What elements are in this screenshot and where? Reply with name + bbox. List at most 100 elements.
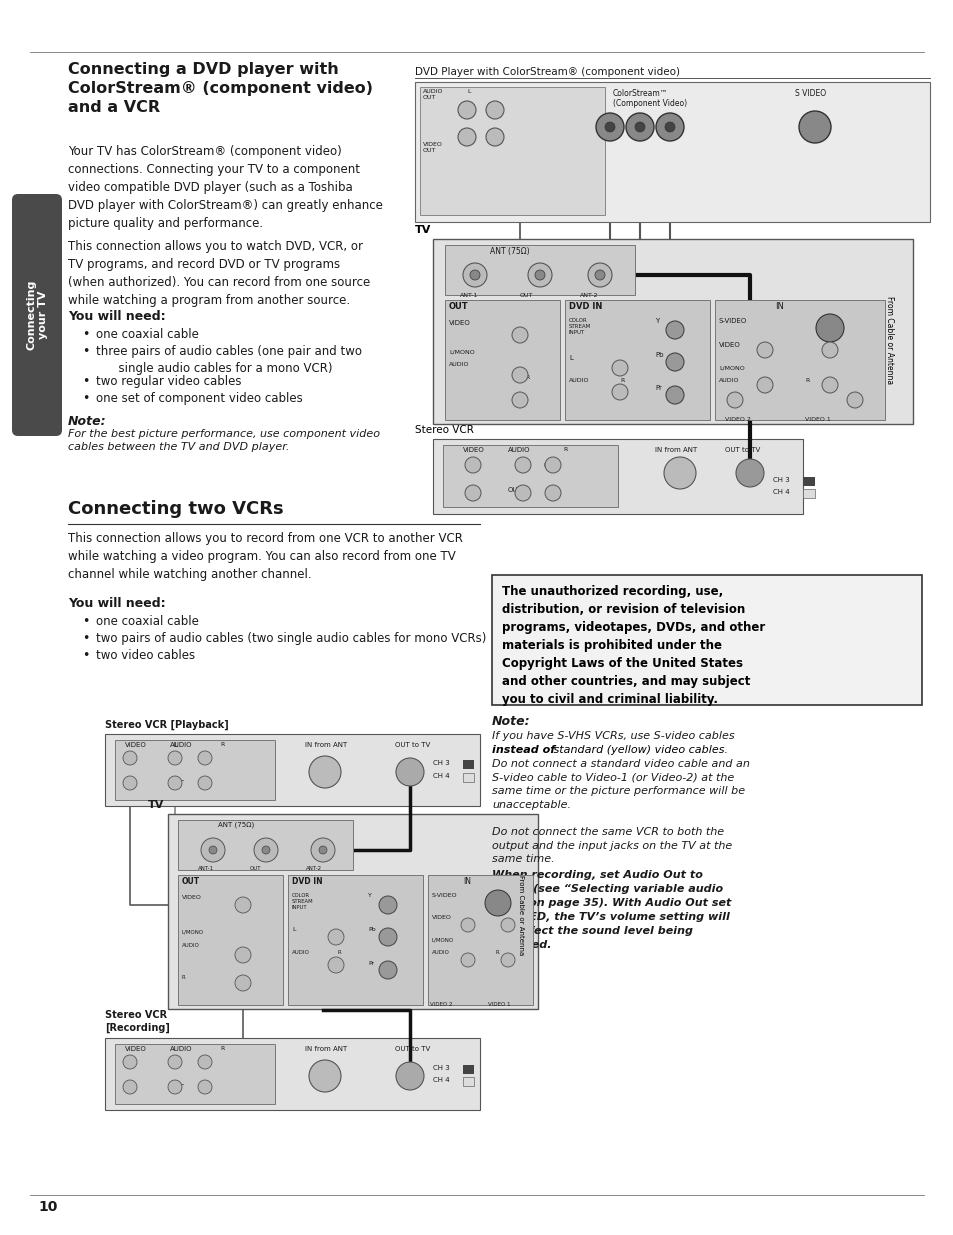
Bar [433, 240, 912, 424]
Text: R: R [220, 742, 224, 747]
Circle shape [757, 342, 772, 358]
Circle shape [328, 957, 344, 973]
Text: OUT to TV: OUT to TV [724, 447, 760, 453]
Text: This connection allows you to record from one VCR to another VCR
while watching : This connection allows you to record fro… [68, 532, 462, 580]
Circle shape [460, 953, 475, 967]
Text: VIDEO: VIDEO [432, 915, 452, 920]
Circle shape [527, 263, 552, 287]
Text: The unauthorized recording, use,
distribution, or revision of television
program: The unauthorized recording, use, distrib… [501, 585, 764, 706]
Text: VIDEO: VIDEO [449, 320, 470, 326]
Text: Connecting a DVD player with
ColorStream® (component video)
and a VCR: Connecting a DVD player with ColorStream… [68, 62, 373, 115]
Text: Pb: Pb [655, 352, 662, 358]
Text: For the best picture performance, use component video
cables between the TV and : For the best picture performance, use co… [68, 429, 379, 452]
Circle shape [234, 897, 251, 913]
Text: ANT (75Ω): ANT (75Ω) [218, 823, 254, 829]
Circle shape [485, 101, 503, 119]
Text: two video cables: two video cables [96, 650, 195, 662]
Bar [18, 200, 56, 430]
Bar [115, 740, 274, 800]
Text: S-VIDEO: S-VIDEO [719, 317, 746, 324]
Text: AUDIO: AUDIO [432, 950, 450, 955]
Bar [415, 82, 929, 222]
Text: VIDEO: VIDEO [719, 342, 740, 348]
Text: L: L [292, 927, 295, 932]
Circle shape [311, 839, 335, 862]
Circle shape [664, 122, 675, 132]
Bar [462, 1065, 474, 1074]
Text: Pr: Pr [655, 385, 661, 391]
Text: R: R [804, 378, 808, 383]
Text: two regular video cables: two regular video cables [96, 375, 241, 388]
Text: VIDEO 2: VIDEO 2 [430, 1002, 452, 1007]
Text: two pairs of audio cables (two single audio cables for mono VCRs): two pairs of audio cables (two single au… [96, 632, 486, 645]
Bar [433, 438, 802, 514]
Circle shape [656, 112, 683, 141]
Circle shape [198, 1079, 212, 1094]
Bar [442, 445, 618, 508]
Text: L/MONO: L/MONO [719, 366, 744, 370]
Text: ColorStream™
(Component Video): ColorStream™ (Component Video) [613, 89, 686, 109]
Circle shape [395, 758, 423, 785]
Circle shape [201, 839, 225, 862]
Bar [802, 477, 814, 487]
Bar [564, 300, 709, 420]
Circle shape [168, 776, 182, 790]
Text: TV: TV [148, 800, 164, 810]
Text: COLOR
STREAM
INPUT: COLOR STREAM INPUT [568, 317, 591, 335]
Text: Y: Y [368, 893, 372, 898]
Text: IN: IN [200, 1060, 207, 1065]
Text: CH 4: CH 4 [772, 489, 789, 495]
Circle shape [665, 353, 683, 370]
Bar [462, 773, 474, 782]
Text: DVD IN: DVD IN [568, 303, 601, 311]
Text: Pr: Pr [368, 961, 374, 966]
Text: Y: Y [655, 317, 659, 324]
Circle shape [378, 961, 396, 979]
Text: •: • [82, 650, 90, 662]
Text: IN from ANT: IN from ANT [305, 742, 347, 748]
Text: CH 4: CH 4 [433, 773, 449, 779]
Text: IN: IN [542, 463, 549, 468]
Circle shape [587, 263, 612, 287]
Text: Note:: Note: [68, 415, 107, 429]
Text: R: R [619, 378, 623, 383]
Text: IN from ANT: IN from ANT [655, 447, 697, 453]
Circle shape [234, 974, 251, 990]
Text: OUT: OUT [519, 293, 533, 298]
Bar [492, 576, 921, 705]
Text: L: L [170, 742, 178, 748]
Bar [105, 734, 479, 806]
Text: IN: IN [200, 755, 207, 760]
Text: CH 3: CH 3 [433, 760, 449, 766]
Text: Your TV has ColorStream® (component video)
connections. Connecting your TV to a : Your TV has ColorStream® (component vide… [68, 144, 382, 230]
Circle shape [500, 953, 515, 967]
Circle shape [604, 122, 615, 132]
Text: Do not connect a standard video cable and an
S-video cable to Video-1 (or Video-: Do not connect a standard video cable an… [492, 760, 749, 864]
Circle shape [464, 485, 480, 501]
Circle shape [846, 391, 862, 408]
Text: AUDIO: AUDIO [170, 1046, 193, 1052]
Text: R: R [496, 950, 499, 955]
Bar [115, 1044, 274, 1104]
Text: OUT to TV: OUT to TV [395, 742, 430, 748]
Text: OUT: OUT [170, 1084, 185, 1091]
Circle shape [544, 457, 560, 473]
Circle shape [378, 897, 396, 914]
Bar [444, 300, 559, 420]
Text: AUDIO: AUDIO [568, 378, 589, 383]
Circle shape [309, 756, 340, 788]
Circle shape [821, 342, 837, 358]
Circle shape [198, 751, 212, 764]
Text: Connecting
your TV: Connecting your TV [26, 280, 48, 351]
Text: CH 3: CH 3 [772, 477, 789, 483]
Circle shape [198, 776, 212, 790]
Circle shape [123, 776, 137, 790]
Circle shape [462, 263, 486, 287]
Circle shape [512, 391, 527, 408]
Circle shape [663, 457, 696, 489]
Text: 10: 10 [38, 1200, 57, 1214]
Circle shape [464, 457, 480, 473]
Text: Connecting two VCRs: Connecting two VCRs [68, 500, 283, 517]
Circle shape [457, 101, 476, 119]
Circle shape [512, 367, 527, 383]
